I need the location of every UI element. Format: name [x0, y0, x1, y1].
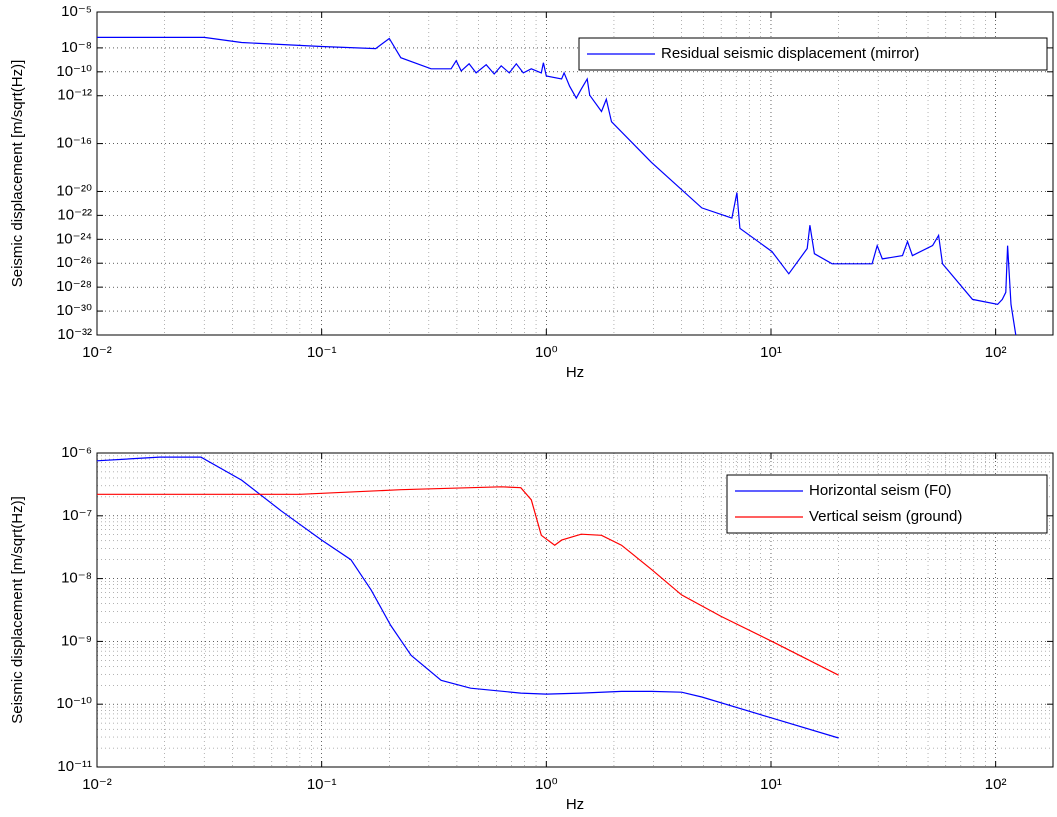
y-tick-label: 10⁻²² [57, 206, 92, 223]
legend-label: Horizontal seism (F0) [809, 482, 952, 499]
y-tick-label: 10⁻⁶ [61, 444, 92, 461]
x-tick-label: 10¹ [760, 776, 782, 793]
x-tick-label: 10⁻² [82, 344, 112, 361]
y-tick-label: 10⁻¹⁰ [56, 63, 92, 80]
y-tick-label: 10⁻³² [57, 326, 92, 343]
x-axis-label: Hz [566, 364, 584, 381]
y-axis-label: Seismic displacement [m/sqrt(Hz)] [9, 60, 26, 288]
x-tick-label: 10⁰ [535, 776, 558, 793]
y-tick-label: 10⁻¹² [57, 87, 92, 104]
y-tick-label: 10⁻⁷ [62, 507, 92, 524]
y-tick-label: 10⁻²⁶ [56, 254, 92, 271]
y-tick-label: 10⁻¹⁰ [56, 695, 92, 712]
y-tick-label: 10⁻⁸ [61, 570, 92, 587]
y-axis-label: Seismic displacement [m/sqrt(Hz)] [9, 496, 26, 724]
axes-frame [96, 452, 1054, 768]
y-tick-label: 10⁻²⁴ [56, 230, 92, 247]
legend-box [726, 474, 1048, 534]
y-tick-label: 10⁻⁹ [61, 632, 92, 649]
x-tick-label: 10⁰ [535, 344, 558, 361]
y-tick-label: 10⁻¹¹ [57, 758, 92, 775]
subplot: 10⁻² 10⁻¹ 10⁰ 10¹ 10² 10⁻¹¹ 10⁻¹⁰ 10⁻⁹ 10⁻⁸ 10⁻⁷ 1… [9, 444, 1054, 813]
axes-frame [96, 11, 1054, 336]
subplot: 10⁻² 10⁻¹ 10⁰ 10¹ 10² 10⁻³² 10⁻³⁰ 10⁻²⁸ 10⁻²⁶ 10⁻… [9, 3, 1054, 381]
y-tick-label: 10⁻⁵ [61, 3, 92, 20]
series-line [97, 486, 839, 676]
y-tick-label: 10⁻²⁸ [56, 278, 92, 295]
y-tick-label: 10⁻²⁰ [56, 182, 92, 199]
series-line [97, 36, 1017, 336]
legend-box [578, 37, 1048, 71]
series-line [96, 456, 839, 739]
x-tick-label: 10¹ [760, 344, 782, 361]
x-tick-label: 10⁻¹ [307, 776, 337, 793]
x-tick-label: 10⁻² [82, 776, 112, 793]
x-tick-label: 10⁻¹ [307, 344, 337, 361]
x-tick-label: 10² [985, 344, 1007, 361]
x-axis-label: Hz [566, 796, 584, 813]
y-tick-label: 10⁻¹⁶ [56, 135, 92, 152]
y-tick-label: 10⁻³⁰ [56, 302, 92, 319]
legend-label: Residual seismic displacement (mirror) [661, 45, 919, 62]
legend-label: Vertical seism (ground) [809, 508, 962, 525]
y-tick-label: 10⁻⁸ [61, 39, 92, 56]
x-tick-label: 10² [985, 776, 1007, 793]
